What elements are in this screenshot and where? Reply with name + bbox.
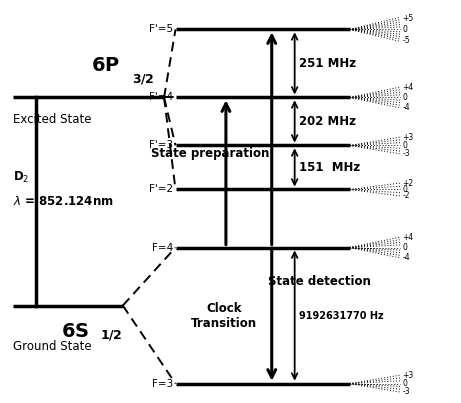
Text: $\lambda$ = 852.124nm: $\lambda$ = 852.124nm	[13, 195, 113, 208]
Text: +4: +4	[402, 83, 414, 92]
Text: 0: 0	[402, 243, 407, 252]
Text: +2: +2	[402, 179, 414, 188]
Text: -3: -3	[402, 149, 410, 158]
Text: 0: 0	[402, 379, 407, 388]
Text: 0: 0	[402, 93, 407, 102]
Text: F=3: F=3	[152, 378, 173, 388]
Text: -5: -5	[402, 36, 410, 45]
Text: Clock
Transition: Clock Transition	[190, 301, 257, 330]
Text: +3: +3	[402, 133, 414, 142]
Text: 251 MHz: 251 MHz	[299, 57, 356, 70]
Text: 202 MHz: 202 MHz	[299, 115, 356, 128]
Text: $\mathbf{6P}$: $\mathbf{6P}$	[91, 56, 120, 75]
Text: D$_2$: D$_2$	[13, 170, 29, 185]
Text: 0: 0	[402, 141, 407, 150]
Text: F'=2: F'=2	[149, 185, 173, 195]
Text: +4: +4	[402, 233, 414, 243]
Text: 0: 0	[402, 185, 407, 194]
Text: $\mathbf{6S}$: $\mathbf{6S}$	[61, 322, 89, 341]
Text: F'=3: F'=3	[149, 141, 173, 150]
Text: F'=4: F'=4	[149, 92, 173, 102]
Text: Excited State: Excited State	[13, 114, 91, 127]
Text: -4: -4	[402, 253, 410, 262]
Text: $\mathbf{1/2}$: $\mathbf{1/2}$	[100, 328, 122, 342]
Text: 9192631770 Hz: 9192631770 Hz	[299, 311, 384, 320]
Text: 0: 0	[402, 25, 407, 34]
Text: State detection: State detection	[268, 275, 371, 288]
Text: +5: +5	[402, 14, 414, 23]
Text: 151  MHz: 151 MHz	[299, 161, 361, 174]
Text: -4: -4	[402, 102, 410, 112]
Text: Ground State: Ground State	[13, 340, 91, 353]
Text: F=4: F=4	[152, 243, 173, 253]
Text: $\mathbf{3/2}$: $\mathbf{3/2}$	[132, 72, 154, 86]
Text: State preparation: State preparation	[151, 147, 269, 160]
Text: +3: +3	[402, 372, 414, 380]
Text: F'=5: F'=5	[149, 25, 173, 34]
Text: -2: -2	[402, 191, 410, 199]
Text: -3: -3	[402, 387, 410, 396]
